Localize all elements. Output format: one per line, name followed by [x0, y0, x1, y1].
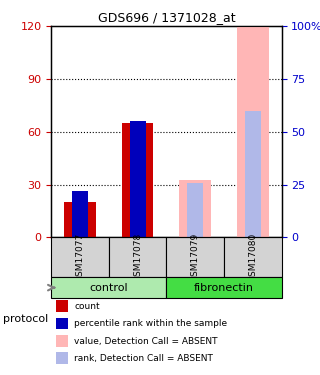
FancyBboxPatch shape	[51, 277, 166, 298]
Bar	[180, 180, 211, 237]
Bar	[130, 121, 146, 237]
FancyBboxPatch shape	[224, 237, 282, 277]
Text: value, Detection Call = ABSENT: value, Detection Call = ABSENT	[74, 337, 218, 346]
Bar	[64, 202, 96, 237]
FancyBboxPatch shape	[166, 277, 282, 298]
FancyBboxPatch shape	[166, 237, 224, 277]
Bar	[56, 300, 68, 312]
Text: GSM17077: GSM17077	[76, 232, 84, 282]
Bar	[237, 0, 269, 237]
FancyBboxPatch shape	[109, 237, 166, 277]
Bar	[122, 123, 154, 237]
Bar	[72, 191, 88, 237]
Bar	[245, 111, 261, 237]
Text: GSM17078: GSM17078	[133, 232, 142, 282]
Bar	[56, 335, 68, 347]
Text: fibronectin: fibronectin	[194, 283, 254, 292]
Title: GDS696 / 1371028_at: GDS696 / 1371028_at	[98, 11, 235, 24]
Text: GSM17080: GSM17080	[248, 232, 257, 282]
FancyBboxPatch shape	[51, 237, 109, 277]
Bar	[187, 183, 203, 237]
Text: GSM17079: GSM17079	[191, 232, 200, 282]
Bar	[56, 352, 68, 364]
Text: percentile rank within the sample: percentile rank within the sample	[74, 320, 228, 328]
Text: count: count	[74, 302, 100, 311]
Bar	[56, 318, 68, 329]
Text: rank, Detection Call = ABSENT: rank, Detection Call = ABSENT	[74, 354, 213, 363]
Text: control: control	[90, 283, 128, 292]
Text: protocol: protocol	[3, 315, 48, 324]
